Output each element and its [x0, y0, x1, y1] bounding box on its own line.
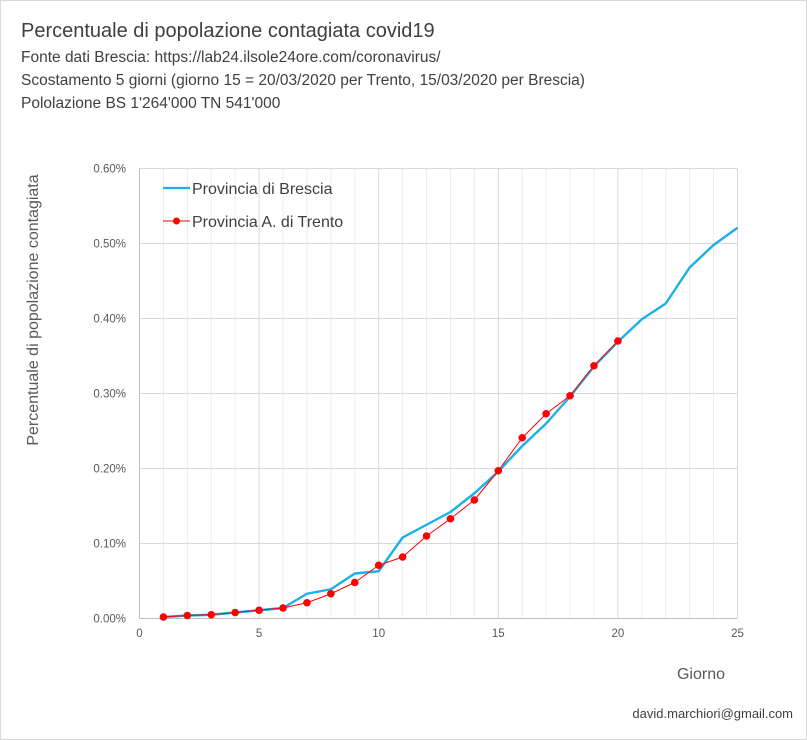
- y-tick-label: 0.50%: [93, 239, 126, 251]
- series-line-trento: [163, 340, 619, 618]
- data-point-trento: [614, 337, 622, 345]
- subtitle-source: Fonte dati Brescia: https://lab24.ilsole…: [21, 49, 441, 66]
- y-tick-label: 0.30%: [93, 389, 126, 401]
- x-tick-label: 25: [731, 628, 744, 640]
- x-tick-label: 5: [256, 628, 262, 640]
- data-point-trento: [159, 613, 168, 621]
- data-point-trento: [374, 561, 383, 570]
- legend-label-brescia: Provincia di Brescia: [192, 181, 333, 198]
- y-tick-label: 0.10%: [93, 539, 126, 551]
- data-point-trento: [350, 578, 359, 587]
- y-tick-label: 0.40%: [93, 314, 126, 326]
- y-axis-title: Percentuale di popolazione contagiata: [25, 174, 42, 445]
- x-tick-label: 10: [372, 628, 385, 640]
- y-tick-label: 0.20%: [93, 464, 126, 476]
- grid: [139, 168, 738, 619]
- chart-title: Percentuale di popolazione contagiata co…: [21, 20, 435, 42]
- author-credit: david.marchiori@gmail.com: [632, 706, 793, 721]
- data-point-trento: [303, 598, 311, 607]
- data-point-trento: [494, 466, 503, 475]
- x-tick-label: 15: [492, 628, 505, 640]
- data-point-trento: [542, 409, 550, 418]
- legend-label-trento: Provincia A. di Trento: [192, 214, 343, 231]
- data-point-trento: [327, 589, 335, 598]
- x-tick-label: 0: [136, 628, 142, 640]
- legend: Provincia di Brescia Provincia A. di Tre…: [163, 181, 343, 231]
- legend-marker-trento: [173, 217, 180, 225]
- series-layer: [159, 226, 739, 621]
- x-axis-title: Giorno: [677, 666, 725, 683]
- data-point-trento: [422, 532, 431, 540]
- data-point-trento: [398, 553, 407, 561]
- data-point-trento: [255, 606, 263, 615]
- axes: 0.00% 0.10% 0.20% 0.30% 0.40% 0.50% 0.60% 0 5 10 1…: [93, 164, 744, 641]
- x-tick-label: 20: [612, 628, 625, 640]
- data-point-trento: [207, 610, 216, 619]
- data-point-trento: [566, 391, 574, 400]
- data-point-trento: [590, 361, 598, 370]
- data-point-trento: [183, 611, 192, 620]
- data-point-trento: [518, 433, 527, 442]
- data-point-trento: [470, 496, 479, 504]
- y-tick-label: 0.60%: [93, 164, 126, 176]
- y-tick-label: 0.00%: [93, 614, 126, 626]
- subtitle-offset: Scostamento 5 giorni (giorno 15 = 20/03/…: [21, 72, 585, 89]
- data-point-trento: [446, 514, 455, 523]
- data-point-trento: [231, 608, 239, 617]
- data-point-trento: [279, 604, 287, 612]
- subtitle-population: Pololazione BS 1'264'000 TN 541'000: [21, 95, 281, 112]
